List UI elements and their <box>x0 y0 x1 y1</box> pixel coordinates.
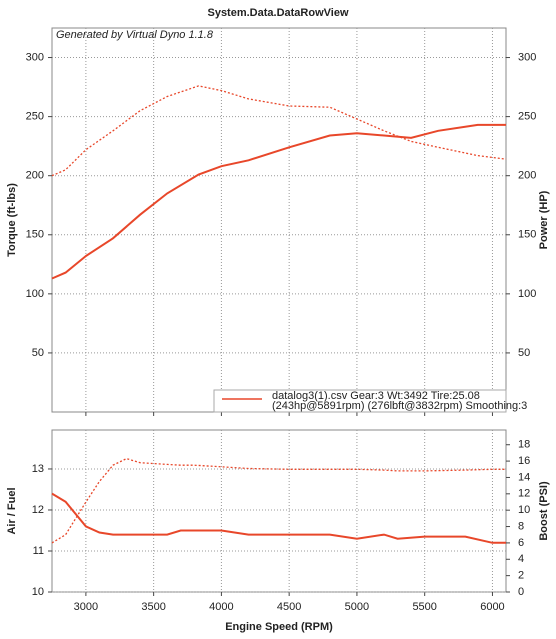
legend-text: (243hp@5891rpm) (276lbft@3832rpm) Smooth… <box>272 400 527 412</box>
y2-tick-label: 100 <box>518 288 536 300</box>
y-axis-label: Torque (ft-lbs) <box>6 183 18 257</box>
series-line <box>51 85 507 177</box>
y2-tick-label: 50 <box>518 347 530 359</box>
y2-tick-label: 18 <box>518 439 530 451</box>
plot-area <box>51 429 507 593</box>
y2-tick-label: 200 <box>518 170 536 182</box>
x-tick-label: 4500 <box>277 601 301 613</box>
y2-tick-label: 10 <box>518 504 530 516</box>
y-axis-label: Air / Fuel <box>6 487 18 534</box>
x-tick-label: 6000 <box>480 601 504 613</box>
series-line <box>51 492 506 544</box>
y2-tick-label: 4 <box>518 553 524 565</box>
y2-tick-label: 0 <box>518 586 524 598</box>
y2-tick-label: 8 <box>518 520 524 532</box>
y2-tick-label: 16 <box>518 455 530 467</box>
plot-area <box>51 27 507 413</box>
y-tick-label: 250 <box>26 111 44 123</box>
watermark: Generated by Virtual Dyno 1.1.8 <box>56 29 214 41</box>
y2-tick-label: 6 <box>518 537 524 549</box>
series-line <box>51 123 506 280</box>
y2-axis-label: Boost (PSI) <box>538 481 550 541</box>
y-tick-label: 10 <box>32 586 44 598</box>
y-tick-label: 12 <box>32 504 44 516</box>
y-tick-label: 300 <box>26 51 44 63</box>
y-tick-label: 200 <box>26 170 44 182</box>
y-tick-label: 100 <box>26 288 44 300</box>
y-tick-label: 13 <box>32 463 44 475</box>
x-tick-label: 4000 <box>209 601 233 613</box>
y2-tick-label: 12 <box>518 488 530 500</box>
y-tick-label: 11 <box>33 545 44 557</box>
legend-box <box>213 389 507 413</box>
y2-tick-label: 150 <box>518 229 536 241</box>
chart-title: System.Data.DataRowView <box>207 7 348 19</box>
x-tick-label: 3000 <box>74 601 98 613</box>
y2-tick-label: 250 <box>518 111 536 123</box>
x-tick-label: 5000 <box>345 601 369 613</box>
y2-tick-label: 300 <box>518 51 536 63</box>
x-axis-label: Engine Speed (RPM) <box>225 621 333 633</box>
y2-axis-label: Power (HP) <box>538 190 550 249</box>
legend-text: datalog3(1).csv Gear:3 Wt:3492 Tire:25.0… <box>272 390 480 402</box>
y2-tick-label: 2 <box>518 570 524 582</box>
y2-tick-label: 14 <box>518 471 530 483</box>
x-tick-label: 5500 <box>412 601 436 613</box>
y-tick-label: 150 <box>26 229 44 241</box>
y-tick-label: 50 <box>32 347 44 359</box>
x-tick-label: 3500 <box>141 601 165 613</box>
series-line <box>51 457 506 544</box>
